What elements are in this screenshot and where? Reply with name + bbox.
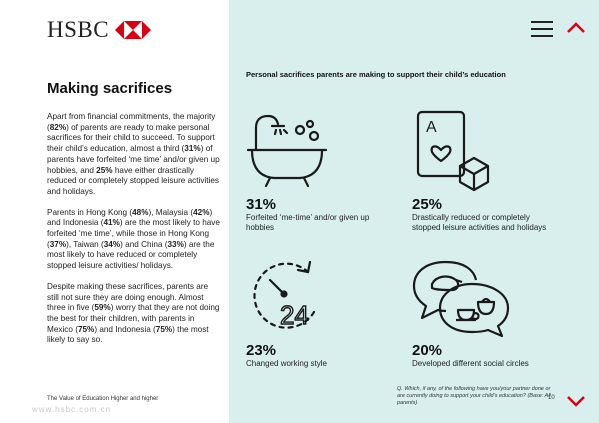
- menu-icon[interactable]: [531, 21, 553, 37]
- infographic-heading: Personal sacrifices parents are making t…: [246, 70, 506, 79]
- clock-24-icon: 24: [253, 260, 316, 331]
- stat-value-3: 23%: [246, 342, 277, 359]
- logo-text: HSBC: [47, 17, 110, 42]
- page-title: Making sacrifices: [47, 80, 173, 97]
- hsbc-hexagon-icon: [115, 21, 152, 39]
- speech-bubbles-icon: [412, 260, 510, 338]
- svg-text:24: 24: [280, 300, 309, 330]
- right-panel: [229, 0, 599, 423]
- footer-report-title: The Value of Education Higher and higher: [47, 396, 159, 402]
- bathtub-icon: [246, 114, 328, 188]
- stat-value-1: 31%: [246, 196, 277, 213]
- svg-text:A: A: [426, 119, 437, 136]
- page-number: 10: [548, 395, 555, 401]
- body-paragraph-2: Parents in Hong Kong (48%), Malaysia (42…: [47, 207, 220, 271]
- stat-desc-2: Drastically reduced or completely stoppe…: [412, 213, 547, 232]
- hsbc-logo[interactable]: HSBC: [47, 17, 152, 43]
- stat-value-4: 20%: [412, 342, 443, 359]
- chevron-up-icon[interactable]: [566, 22, 586, 34]
- body-paragraph-1: Apart from financial commitments, the ma…: [47, 112, 220, 196]
- body-text: Apart from financial commitments, the ma…: [47, 112, 222, 356]
- stat-value-2: 25%: [412, 196, 443, 213]
- left-column: HSBC Making sacrifices Apart from financ…: [0, 0, 229, 423]
- playing-card-dice-icon: A: [416, 110, 490, 192]
- stat-desc-1: Forfeited ‘me-time’ and/or given up hobb…: [246, 213, 370, 232]
- body-paragraph-3: Despite making these sacrifices, parents…: [47, 281, 220, 345]
- watermark: www.hsbc.com.cn: [32, 405, 112, 414]
- footnote: Q. Which, if any, of the following have …: [397, 386, 551, 406]
- chevron-down-icon[interactable]: [566, 395, 586, 407]
- stat-desc-3: Changed working style: [246, 359, 327, 368]
- stat-desc-4: Developed different social circles: [412, 359, 529, 368]
